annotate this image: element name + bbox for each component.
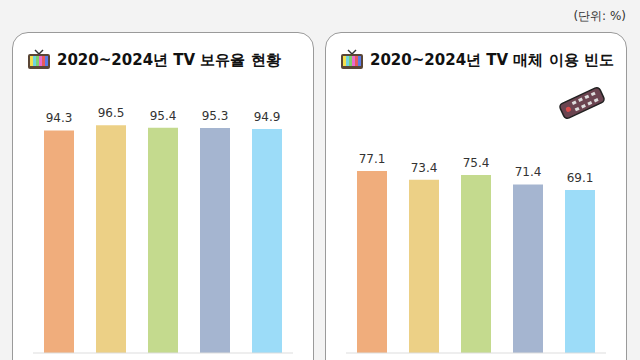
svg-text:95.4: 95.4 bbox=[150, 109, 177, 123]
svg-text:69.1: 69.1 bbox=[567, 171, 594, 185]
html-text:2020~2024년 TV 보유율 현황: 2020~2024년 TV 보유율 현황 bbox=[57, 50, 281, 69]
svg-text:73.4: 73.4 bbox=[411, 161, 438, 175]
html-text:(단위: %): (단위: %) bbox=[573, 9, 626, 23]
svg-text:77.1: 77.1 bbox=[359, 152, 386, 166]
svg-text:95.3: 95.3 bbox=[202, 109, 229, 123]
svg-text:94.9: 94.9 bbox=[254, 110, 281, 124]
html-text:2020~2024년 TV 매체 이용 빈도: 2020~2024년 TV 매체 이용 빈도 bbox=[370, 50, 614, 69]
svg-text:75.4: 75.4 bbox=[463, 156, 490, 170]
svg-text:96.5: 96.5 bbox=[98, 106, 125, 120]
svg-text:71.4: 71.4 bbox=[515, 165, 542, 179]
svg-text:94.3: 94.3 bbox=[46, 111, 73, 125]
